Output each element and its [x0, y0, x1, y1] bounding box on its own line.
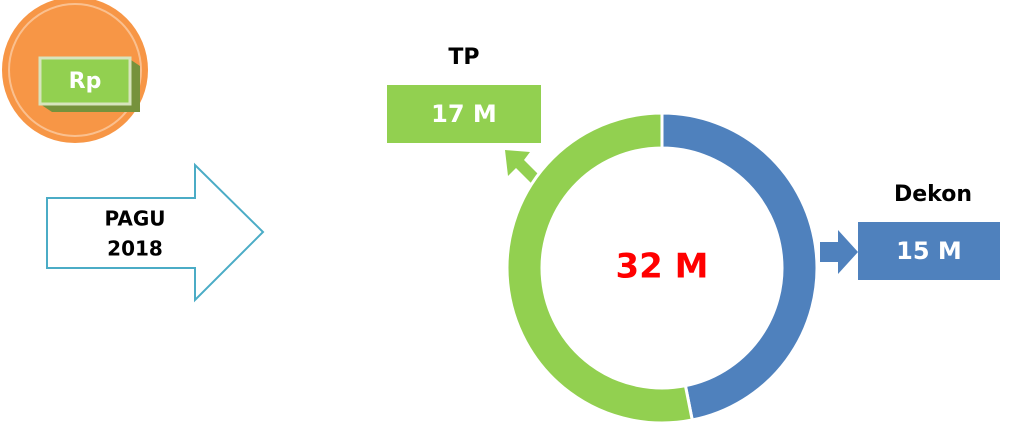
value-label: 17 M	[431, 100, 497, 128]
arrow-label: PAGU	[105, 207, 166, 231]
value-label: 15 M	[896, 237, 962, 265]
icon-card	[38, 56, 132, 106]
dekon-pointer	[820, 230, 858, 274]
icon-label: Rp	[69, 69, 102, 94]
outline-arrow	[46, 162, 265, 303]
arrow-label: 2018	[107, 237, 163, 261]
category-label: Dekon	[894, 182, 972, 207]
value-box	[387, 85, 541, 143]
tp-pointer	[505, 150, 540, 184]
icon-ring	[8, 3, 142, 137]
center-label: 32 M	[616, 247, 709, 287]
donut-slice	[505, 111, 695, 423]
category-label: TP	[448, 45, 479, 70]
donut-slice	[660, 111, 819, 422]
value-box	[858, 222, 1000, 280]
